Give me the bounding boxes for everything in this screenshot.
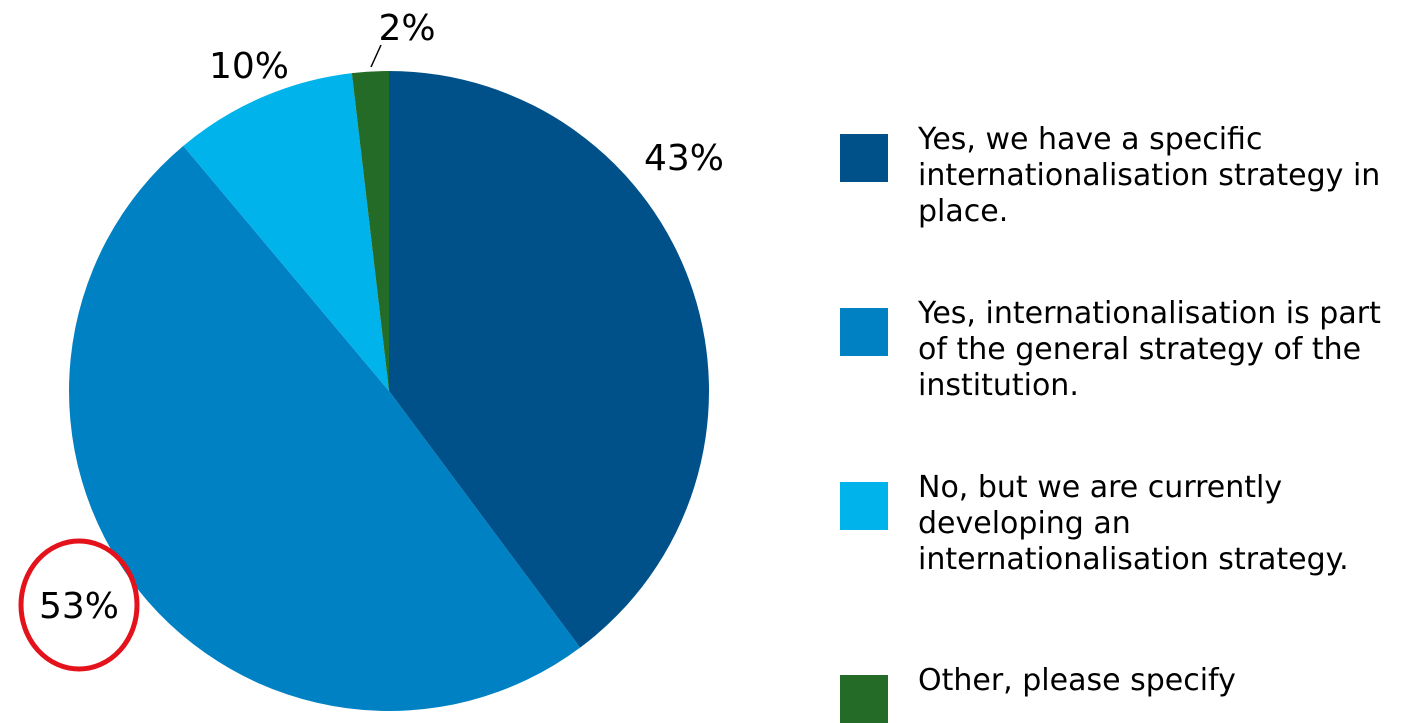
legend-swatch bbox=[840, 134, 888, 182]
legend-swatch bbox=[840, 675, 888, 723]
slice-label-other: 2% bbox=[378, 8, 435, 49]
legend-item-general-strategy: Yes, internationalisation is part of the… bbox=[840, 296, 1418, 404]
slice-labels: 43% 53% 10% 2% bbox=[39, 8, 724, 627]
pie-slice-other bbox=[351, 71, 389, 391]
legend-label: Other, please specify bbox=[918, 663, 1236, 698]
pie-slice-developing-strategy bbox=[183, 73, 389, 391]
slice-label-general-strategy: 53% bbox=[39, 586, 119, 627]
pie-slice-general-strategy bbox=[68, 145, 581, 712]
leader-lines bbox=[370, 44, 382, 68]
legend-item-developing-strategy: No, but we are currently developing an i… bbox=[840, 470, 1418, 578]
legend-item-other: Other, please specify bbox=[840, 663, 1418, 723]
legend-label: Yes, we have a specific internationalisa… bbox=[918, 122, 1381, 229]
legend: Yes, we have a specific internationalisa… bbox=[840, 0, 1426, 723]
legend-item-specific-strategy: Yes, we have a specific internationalisa… bbox=[840, 122, 1418, 230]
highlight-circle bbox=[18, 538, 140, 672]
legend-swatch bbox=[840, 308, 888, 356]
legend-label: Yes, internationalisation is part of the… bbox=[918, 296, 1381, 403]
leader-line-other bbox=[370, 44, 382, 68]
legend-swatch bbox=[840, 482, 888, 530]
legend-label: No, but we are currently developing an i… bbox=[918, 470, 1349, 577]
slice-label-specific-strategy: 43% bbox=[644, 138, 724, 179]
pie-slices bbox=[68, 71, 710, 712]
pie-slice-specific-strategy bbox=[389, 71, 710, 648]
slice-label-developing-strategy: 10% bbox=[209, 46, 289, 87]
